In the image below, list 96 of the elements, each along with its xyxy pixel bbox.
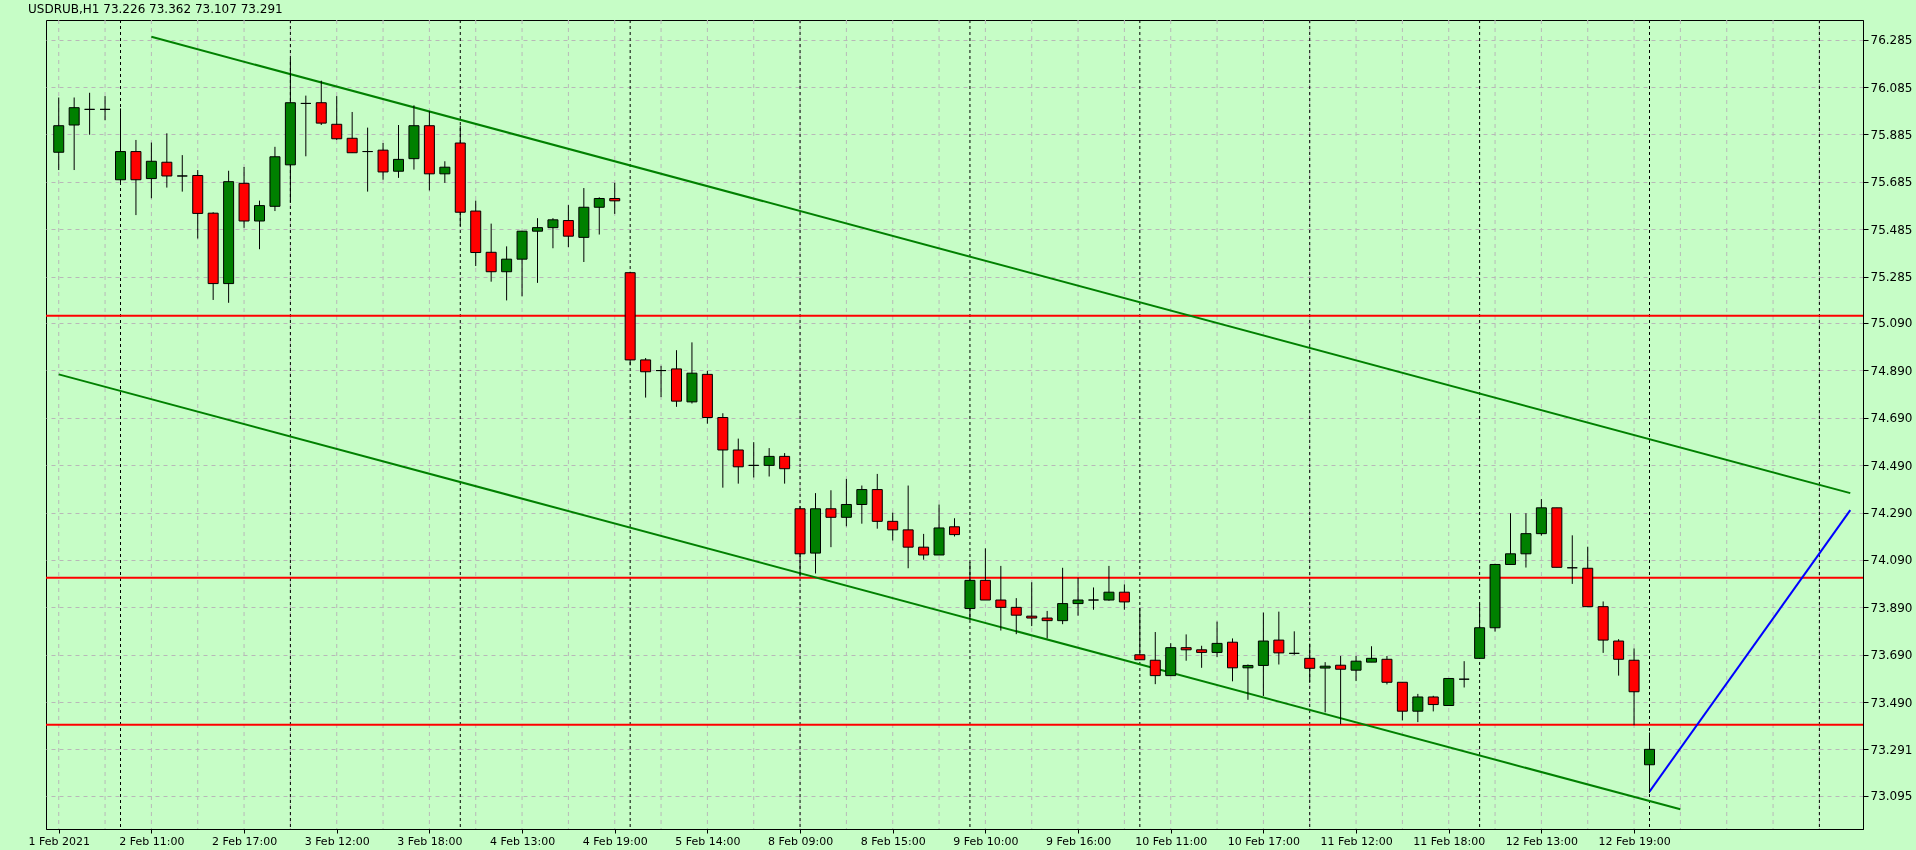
- candlestick: [609, 182, 621, 215]
- y-tick-label: 76.285: [1870, 33, 1913, 48]
- candlestick: [1057, 567, 1069, 625]
- x-tick-label: 9 Feb 16:00: [1045, 834, 1112, 848]
- candlestick: [1458, 660, 1470, 688]
- x-tick-label: 1 Feb 2021: [28, 834, 90, 848]
- x-tick-label: 4 Feb 13:00: [489, 834, 556, 848]
- candlestick: [485, 223, 497, 283]
- candlestick: [1149, 631, 1161, 685]
- candlestick: [99, 95, 111, 121]
- candlestick: [1072, 577, 1084, 617]
- candlestick: [562, 204, 574, 248]
- candlestick: [1211, 621, 1223, 658]
- x-tick-label: 10 Feb 17:00: [1227, 834, 1300, 848]
- candlestick: [176, 154, 188, 193]
- candlestick: [748, 441, 760, 478]
- candlestick: [1103, 565, 1115, 602]
- candlestick: [161, 132, 173, 189]
- candlestick: [902, 485, 914, 569]
- candlestick: [547, 217, 559, 249]
- y-tick-label: 74.290: [1870, 506, 1913, 521]
- candlestick: [655, 365, 667, 398]
- x-tick-label: 4 Feb 19:00: [582, 834, 648, 848]
- x-tick-label: 8 Feb 09:00: [767, 834, 834, 848]
- y-tick-label: 75.285: [1870, 270, 1913, 285]
- y-tick-label: 74.890: [1870, 363, 1913, 378]
- x-tick-label: 11 Feb 18:00: [1413, 834, 1486, 848]
- candlestick: [362, 127, 374, 193]
- y-tick-label: 73.690: [1870, 648, 1913, 663]
- candlestick: [1118, 583, 1130, 611]
- x-tick-label: 3 Feb 18:00: [397, 834, 463, 848]
- candlestick: [1196, 645, 1208, 669]
- y-tick-label: 73.890: [1870, 600, 1913, 615]
- candlestick: [1041, 610, 1053, 639]
- y-tick-label: 74.690: [1870, 411, 1913, 426]
- chart-title: USDRUB,H1 73.226 73.362 73.107 73.291: [27, 1, 283, 16]
- candlestick: [1026, 581, 1038, 627]
- candlestick: [1613, 638, 1625, 677]
- candlestick: [84, 92, 96, 136]
- candlestick: [393, 124, 404, 179]
- y-tick-label: 74.490: [1870, 458, 1913, 473]
- candlestick: [949, 517, 960, 537]
- candlestick: [439, 160, 451, 184]
- x-tick-label: 12 Feb 13:00: [1505, 834, 1578, 848]
- candlestick: [887, 512, 899, 542]
- candlestick: [1319, 661, 1331, 713]
- candlestick: [1273, 611, 1285, 665]
- candlestick: [1242, 664, 1254, 701]
- y-tick-label: 74.090: [1870, 553, 1913, 568]
- x-tick-label: 3 Feb 12:00: [304, 834, 370, 848]
- candlestick: [1412, 693, 1424, 723]
- y-tick-label: 75.485: [1870, 222, 1913, 237]
- y-tick-label: 73.095: [1870, 789, 1913, 804]
- candlestick: [1180, 633, 1192, 662]
- x-tick-label: 2 Feb 17:00: [211, 834, 278, 848]
- candlestick: [532, 217, 543, 284]
- candlestick: [1288, 630, 1300, 656]
- y-tick-label: 73.291: [1870, 742, 1913, 757]
- y-tick-label: 75.885: [1870, 127, 1913, 142]
- candlestick: [918, 533, 930, 561]
- candlestick: [1010, 597, 1022, 635]
- x-tick-label: 11 Feb 12:00: [1320, 834, 1393, 848]
- y-tick-label: 73.490: [1870, 695, 1913, 710]
- x-tick-label: 12 Feb 19:00: [1598, 834, 1671, 848]
- candlestick: [825, 489, 837, 548]
- candlestick: [377, 142, 389, 181]
- candlestick: [593, 196, 605, 236]
- y-tick-label: 75.090: [1870, 316, 1913, 331]
- candlestick: [145, 142, 157, 199]
- candlestick: [1520, 512, 1532, 569]
- candlestick: [331, 95, 343, 141]
- x-tick-label: 10 Feb 11:00: [1135, 834, 1208, 848]
- candlestick: [732, 438, 744, 485]
- candlestick: [1505, 512, 1516, 565]
- candlestick: [763, 447, 775, 478]
- candlestick: [1088, 586, 1099, 611]
- candlestick: [1350, 655, 1362, 682]
- candlestick: [254, 200, 265, 250]
- candlestick: [640, 357, 652, 399]
- candlestick: [1134, 607, 1146, 661]
- candlestick: [1566, 534, 1578, 585]
- candlestick: [346, 111, 358, 154]
- y-tick-label: 75.685: [1870, 175, 1913, 190]
- candlestick: [779, 452, 791, 485]
- candlestick: [501, 245, 513, 301]
- candlestick: [315, 80, 327, 126]
- candlestick: [1381, 655, 1393, 685]
- y-tick-label: 76.085: [1870, 80, 1913, 95]
- candlestick: [840, 478, 852, 527]
- candlestick: [68, 97, 80, 171]
- x-tick-label: 2 Feb 11:00: [119, 834, 185, 848]
- candlestick: [856, 485, 868, 525]
- x-tick-label: 8 Feb 15:00: [860, 834, 926, 848]
- candlestick: [300, 95, 312, 157]
- x-tick-label: 5 Feb 14:00: [675, 834, 741, 848]
- x-tick-label: 9 Feb 10:00: [953, 834, 1019, 848]
